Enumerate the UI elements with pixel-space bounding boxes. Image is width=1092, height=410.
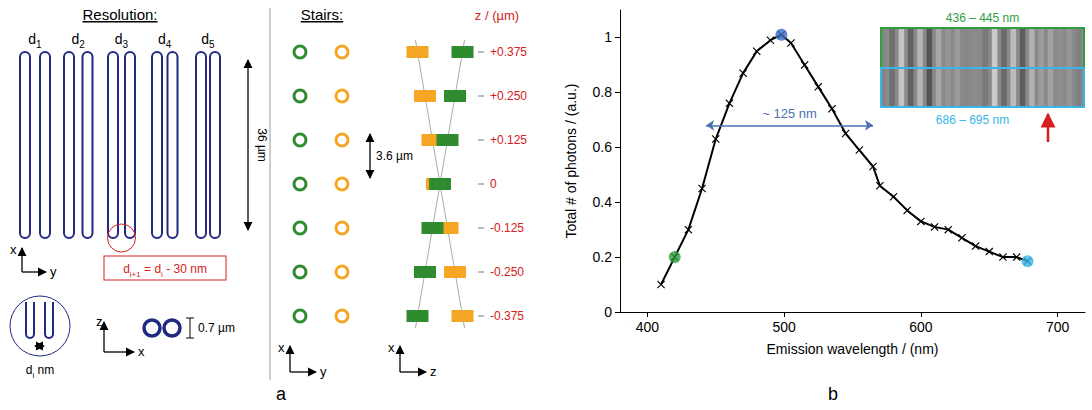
svg-text:z / (µm): z / (µm) [475, 8, 519, 23]
svg-text:x: x [278, 340, 285, 355]
svg-text:b: b [828, 384, 838, 404]
svg-text:500: 500 [772, 319, 796, 335]
svg-text:di+1 = di - 30 nm: di+1 = di - 30 nm [123, 262, 207, 279]
svg-text:+0.250: +0.250 [490, 89, 527, 103]
svg-text:y: y [320, 364, 327, 379]
svg-text:1: 1 [604, 29, 612, 45]
svg-text:Emission wavelength / (nm): Emission wavelength / (nm) [767, 341, 939, 357]
svg-text:686 – 695 nm: 686 – 695 nm [936, 113, 1009, 127]
svg-text:0.4: 0.4 [593, 194, 613, 210]
svg-text:600: 600 [909, 319, 933, 335]
svg-text:36 µm: 36 µm [255, 128, 269, 162]
svg-text:0.6: 0.6 [593, 139, 613, 155]
svg-text:z: z [96, 314, 103, 329]
svg-text:Stairs:: Stairs: [301, 6, 344, 23]
svg-text:+0.375: +0.375 [490, 45, 527, 59]
svg-text:Total # of photons / (a.u.): Total # of photons / (a.u.) [563, 84, 579, 239]
svg-text:di nm: di nm [26, 363, 54, 380]
svg-text:d1: d1 [28, 31, 42, 50]
svg-text:x: x [10, 242, 17, 257]
svg-text:a: a [276, 384, 287, 404]
svg-text:-0.125: -0.125 [490, 221, 524, 235]
svg-text:x: x [388, 340, 395, 355]
svg-text:d4: d4 [158, 31, 172, 50]
svg-text:0.2: 0.2 [593, 249, 613, 265]
svg-text:d3: d3 [115, 31, 129, 50]
svg-text:-0.375: -0.375 [490, 309, 524, 323]
svg-text:0: 0 [490, 177, 497, 191]
svg-text:y: y [50, 264, 57, 279]
svg-text:d2: d2 [72, 31, 86, 50]
svg-text:400: 400 [636, 319, 660, 335]
svg-text:436 – 445 nm: 436 – 445 nm [946, 11, 1019, 25]
svg-text:+0.125: +0.125 [490, 133, 527, 147]
svg-text:0.7 µm: 0.7 µm [198, 321, 235, 335]
svg-text:d5: d5 [201, 31, 215, 50]
svg-text:Resolution:: Resolution: [82, 6, 157, 23]
svg-text:-0.250: -0.250 [490, 265, 524, 279]
svg-text:3.6 µm: 3.6 µm [376, 149, 413, 163]
svg-text:700: 700 [1046, 319, 1070, 335]
svg-text:0.8: 0.8 [593, 84, 613, 100]
svg-text:z: z [430, 364, 437, 379]
svg-text:x: x [138, 344, 145, 359]
svg-text:0: 0 [604, 304, 612, 320]
svg-text:~ 125 nm: ~ 125 nm [762, 106, 817, 121]
